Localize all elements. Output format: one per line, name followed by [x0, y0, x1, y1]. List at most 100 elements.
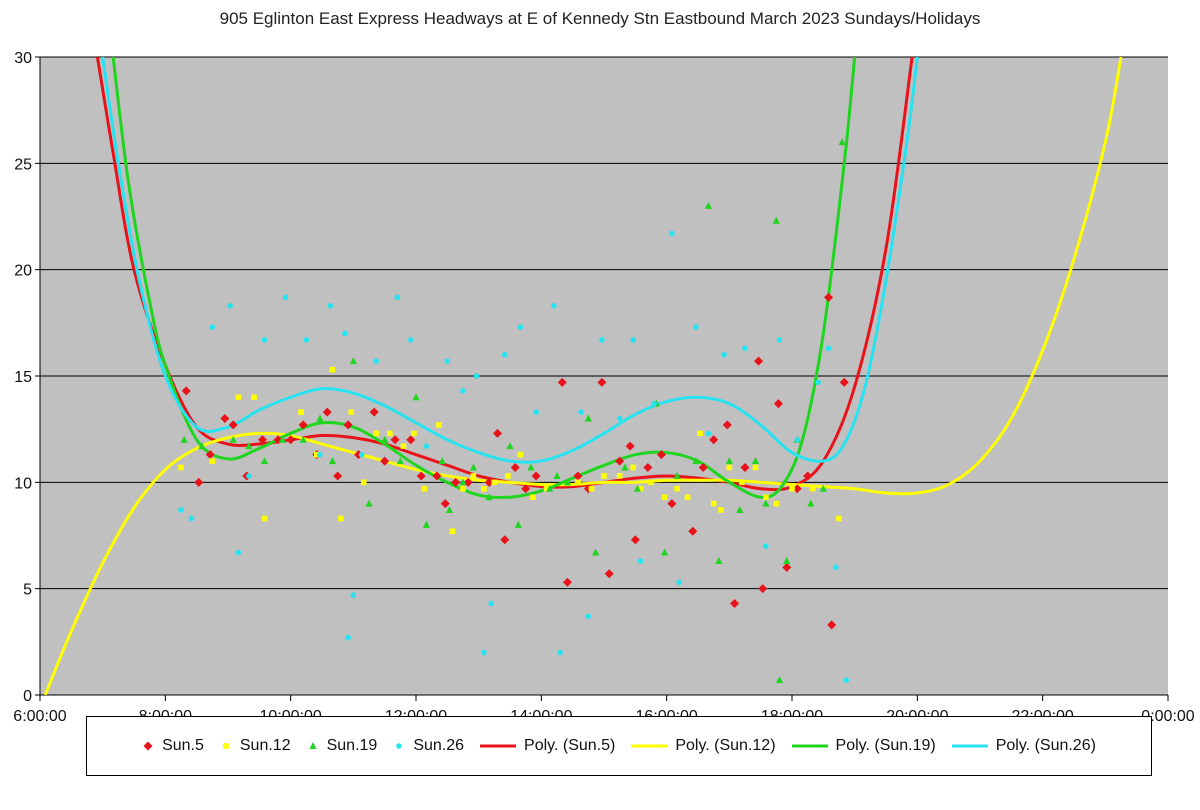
- data-point-sun-12: [436, 422, 442, 428]
- data-point-sun-5: [827, 620, 837, 630]
- data-point-sun-26: [407, 337, 414, 343]
- data-point-sun-19: [762, 499, 770, 507]
- legend-swatch: [480, 744, 517, 748]
- legend-swatch: [951, 744, 988, 748]
- legend-swatch: [223, 743, 229, 749]
- data-point-sun-5: [500, 535, 510, 545]
- data-point-sun-5: [440, 499, 450, 509]
- data-point-sun-12: [517, 451, 524, 458]
- legend-marker: [396, 743, 403, 749]
- data-point-sun-26: [843, 677, 850, 683]
- data-point-sun-26: [676, 579, 682, 586]
- data-point-sun-19: [775, 676, 784, 684]
- y-tick-label: 5: [23, 582, 32, 599]
- data-point-sun-5: [839, 377, 849, 387]
- data-point-sun-5: [521, 484, 531, 494]
- data-point-sun-12: [338, 515, 344, 522]
- legend-label: Poly. (Sun.5): [524, 737, 616, 754]
- data-point-sun-19: [633, 484, 642, 492]
- data-point-sun-26: [637, 558, 644, 564]
- data-point-sun-12: [348, 409, 355, 415]
- data-point-sun-5: [510, 462, 520, 472]
- data-point-sun-19: [278, 435, 286, 443]
- data-point-sun-19: [245, 442, 253, 450]
- data-point-sun-12: [575, 479, 581, 486]
- data-point-sun-12: [773, 500, 780, 507]
- data-point-sun-19: [592, 548, 600, 556]
- data-points: [178, 138, 850, 684]
- data-point-sun-12: [684, 494, 691, 501]
- data-point-sun-26: [742, 345, 748, 352]
- data-point-sun-5: [597, 377, 607, 387]
- data-point-sun-5: [722, 420, 732, 430]
- data-point-sun-26: [669, 230, 675, 237]
- data-point-sun-19: [736, 505, 744, 513]
- y-tick-label: 15: [14, 369, 32, 386]
- data-point-sun-5: [709, 435, 719, 445]
- data-point-sun-5: [557, 377, 567, 387]
- data-point-sun-26: [317, 451, 323, 458]
- data-point-sun-19: [396, 457, 404, 465]
- data-point-sun-26: [481, 649, 487, 656]
- data-point-sun-26: [246, 473, 252, 479]
- data-point-sun-19: [198, 442, 206, 450]
- data-point-sun-5: [181, 386, 191, 396]
- data-point-sun-5: [573, 471, 583, 481]
- data-point-sun-12: [588, 485, 595, 492]
- data-point-sun-26: [209, 324, 216, 330]
- legend-swatch: [791, 744, 828, 748]
- data-point-sun-12: [674, 485, 680, 492]
- data-point-sun-12: [261, 515, 268, 522]
- data-point-sun-12: [661, 494, 668, 501]
- data-point-sun-5: [604, 569, 614, 579]
- data-point-sun-26: [188, 515, 195, 522]
- legend-item-poly-sun-12: Poly. (Sun.12): [631, 737, 776, 755]
- data-point-sun-5: [643, 462, 653, 472]
- data-point-sun-5: [343, 420, 353, 430]
- data-point-sun-12: [235, 394, 242, 401]
- data-point-sun-26: [473, 373, 480, 379]
- chart-title: 905 Eglinton East Express Headways at E …: [219, 9, 981, 28]
- data-point-sun-12: [481, 485, 487, 492]
- data-point-sun-26: [693, 324, 699, 330]
- data-point-sun-12: [789, 485, 795, 492]
- legend-label: Poly. (Sun.26): [995, 737, 1096, 754]
- data-point-sun-5: [492, 428, 502, 438]
- data-point-sun-12: [251, 394, 257, 401]
- legend-item-poly-sun-26: Poly. (Sun.26): [951, 737, 1096, 755]
- data-point-sun-26: [444, 358, 451, 364]
- y-tick-label: 30: [14, 50, 32, 67]
- y-tick-label: 25: [14, 156, 32, 173]
- data-point-sun-12: [178, 464, 184, 471]
- data-point-sun-5: [740, 462, 750, 472]
- data-point-sun-26: [358, 451, 365, 458]
- y-tick-label: 20: [14, 263, 32, 280]
- data-point-sun-12: [752, 464, 759, 471]
- data-point-sun-5: [630, 535, 640, 545]
- data-point-sun-12: [470, 473, 477, 479]
- data-point-sun-5: [380, 456, 390, 466]
- data-point-sun-5: [286, 435, 296, 445]
- data-point-sun-12: [421, 485, 428, 492]
- data-point-sun-5: [754, 356, 764, 366]
- data-point-sun-19: [316, 414, 324, 422]
- data-point-sun-26: [517, 324, 524, 330]
- data-point-sun-26: [394, 294, 401, 301]
- data-point-sun-19: [621, 463, 629, 471]
- data-point-sun-5: [730, 599, 740, 609]
- trendline-poly-sun-19: [111, 57, 857, 500]
- trendlines: [43, 57, 1123, 695]
- data-point-sun-26: [178, 507, 184, 513]
- data-point-sun-19: [553, 471, 561, 479]
- data-point-sun-19: [459, 478, 467, 486]
- data-point-sun-5: [531, 471, 541, 481]
- legend-marker: [143, 741, 153, 751]
- data-point-sun-19: [660, 548, 669, 556]
- data-point-sun-5: [656, 450, 666, 460]
- data-point-sun-26: [599, 337, 605, 343]
- data-point-sun-26: [327, 303, 334, 309]
- data-point-sun-12: [411, 430, 417, 437]
- data-point-sun-12: [630, 464, 637, 471]
- data-point-sun-26: [282, 294, 289, 301]
- x-tick-label: 6:00:00: [13, 708, 66, 725]
